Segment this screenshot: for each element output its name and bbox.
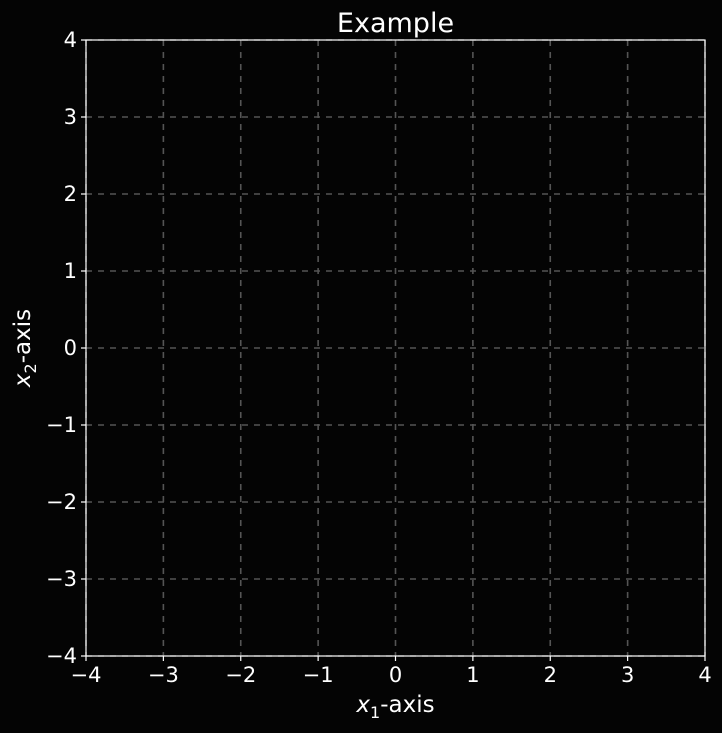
y-axis-label-sub: 2 [21, 363, 40, 373]
x-tick-label: −3 [148, 663, 179, 687]
x-axis-label: x1-axis [355, 692, 434, 722]
y-tick-label: 1 [64, 259, 77, 283]
y-axis-label-var: x [10, 373, 36, 388]
x-tick-label: −1 [303, 663, 334, 687]
x-tick-label: 3 [621, 663, 634, 687]
x-tick-label: 4 [698, 663, 711, 687]
y-tick-label: −3 [46, 567, 77, 591]
x-axis-ticks: −4 −3 −2 −1 0 1 2 3 4 [71, 656, 712, 687]
y-tick-label: 0 [64, 336, 77, 360]
x-tick-label: 2 [544, 663, 557, 687]
x-tick-label: 1 [466, 663, 479, 687]
y-tick-label: 2 [64, 182, 77, 206]
y-tick-label: 3 [64, 105, 77, 129]
y-axis-label: x2-axis [10, 309, 40, 388]
x-axis-label-sub: 1 [370, 703, 380, 722]
y-tick-label: −4 [46, 644, 77, 668]
y-tick-label: 4 [64, 28, 77, 52]
y-tick-label: −1 [46, 413, 77, 437]
x-axis-label-suffix: -axis [380, 692, 434, 718]
y-axis-label-suffix: -axis [10, 309, 36, 363]
chart-title: Example [337, 8, 454, 39]
y-axis-ticks: −4 −3 −2 −1 0 1 2 3 4 [46, 28, 86, 668]
x-axis-label-var: x [355, 692, 370, 718]
x-tick-label: −4 [71, 663, 102, 687]
plot-frame [85, 39, 706, 657]
y-tick-label: −2 [46, 490, 77, 514]
x-tick-label: 0 [389, 663, 402, 687]
x-tick-label: −2 [225, 663, 256, 687]
grid-lines [85, 39, 706, 657]
